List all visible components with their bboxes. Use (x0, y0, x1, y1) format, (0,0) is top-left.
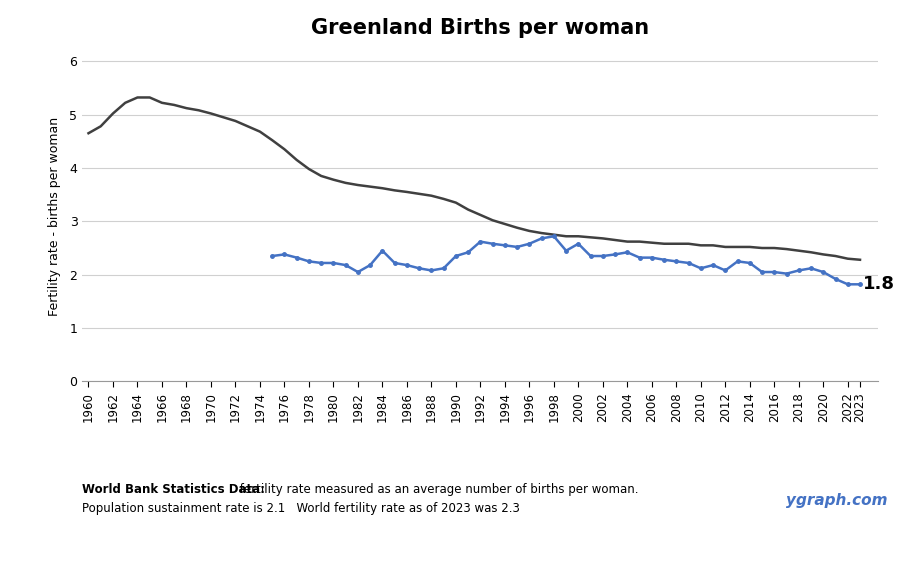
Text: fertility rate measured as an average number of births per woman.: fertility rate measured as an average nu… (236, 484, 639, 496)
Text: World Bank Statistics Data:: World Bank Statistics Data: (82, 484, 265, 496)
Text: Population sustainment rate is 2.1   World fertility rate as of 2023 was 2.3: Population sustainment rate is 2.1 World… (82, 502, 521, 515)
Text: 1.8: 1.8 (863, 275, 895, 293)
Text: ygraph.com: ygraph.com (786, 493, 888, 508)
Y-axis label: Fertility rate - births per woman: Fertility rate - births per woman (48, 117, 61, 315)
Legend: Greenland Births per woman, World: Greenland Births per woman, World (221, 558, 548, 561)
Title: Greenland Births per woman: Greenland Births per woman (311, 18, 650, 38)
